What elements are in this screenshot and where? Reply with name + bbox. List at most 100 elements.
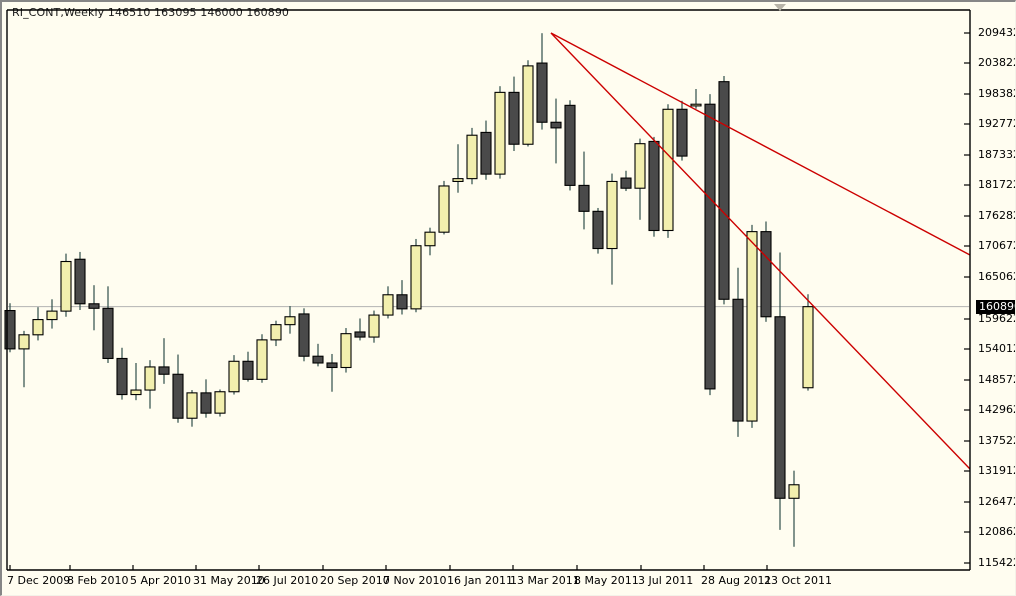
- candlestick: [760, 221, 772, 322]
- current-price-tag: 160890: [976, 299, 1015, 314]
- candlestick-series: [4, 33, 814, 547]
- x-axis-tick-label: 28 Aug 2011: [701, 574, 772, 587]
- x-axis-tick-label: 5 Apr 2010: [130, 574, 192, 587]
- y-axis-tick-label: 165062: [978, 270, 1016, 283]
- chart-header-label: RI_CONT,Weekly 146510 163095 146000 1608…: [12, 6, 290, 19]
- y-axis-tick-label: 126472: [978, 495, 1016, 508]
- x-axis-tick-label: 13 Mar 2011: [510, 574, 580, 587]
- candlestick: [494, 86, 506, 179]
- candlestick: [242, 351, 254, 382]
- candlestick: [228, 355, 240, 395]
- x-axis-tick-label: 7 Nov 2010: [383, 574, 447, 587]
- candlestick: [368, 310, 380, 343]
- axis-ticks-layer: [9, 32, 970, 570]
- candlestick: [606, 173, 618, 285]
- y-axis-tick-label: 181722: [978, 178, 1016, 191]
- candlestick: [144, 360, 156, 409]
- x-axis-tick-label: 20 Sep 2010: [320, 574, 390, 587]
- candlestick: [340, 328, 352, 373]
- y-axis-tick-label: 115422: [978, 556, 1016, 569]
- candlestick: [620, 170, 632, 192]
- candlestick: [32, 307, 44, 341]
- candlestick: [690, 88, 702, 109]
- candlestick: [186, 390, 198, 427]
- downtrend-line-upper[interactable]: [550, 32, 971, 256]
- candlestick: [508, 76, 520, 152]
- candlestick: [18, 330, 30, 388]
- candlestick: [74, 251, 86, 310]
- candlestick: [564, 100, 576, 191]
- x-axis-tick-label: 16 Jan 2011: [447, 574, 513, 587]
- candlestick: [480, 120, 492, 180]
- y-axis-tick-label: 120862: [978, 525, 1016, 538]
- candlestick: [802, 294, 814, 391]
- y-axis-tick-label: 170672: [978, 239, 1016, 252]
- candlestick: [410, 238, 422, 313]
- x-axis-tick-label: 23 Oct 2011: [764, 574, 833, 587]
- y-axis-tick-label: 159622: [978, 312, 1016, 325]
- y-axis-tick-label: 187332: [978, 148, 1016, 161]
- candlestick: [466, 127, 478, 185]
- candlestick: [704, 94, 716, 396]
- candlestick: [676, 100, 688, 161]
- y-axis-tick-label: 176282: [978, 209, 1016, 222]
- candlestick: [116, 347, 128, 400]
- candlestick: [326, 353, 338, 392]
- x-axis-tick-label: 8 May 2011: [574, 574, 639, 587]
- axis-lines-layer: [6, 9, 971, 571]
- candlestick: [60, 253, 72, 317]
- x-axis-tick-label: 8 Feb 2010: [67, 574, 129, 587]
- y-axis-tick-label: 131912: [978, 464, 1016, 477]
- chart-scroll-marker-icon[interactable]: [774, 4, 786, 11]
- candlestick: [312, 343, 324, 367]
- candlestick: [732, 267, 744, 437]
- x-axis-tick-label: 3 Jul 2011: [638, 574, 694, 587]
- x-axis-tick-label: 31 May 2010: [193, 574, 265, 587]
- y-axis-tick-label: 209432: [978, 26, 1016, 39]
- trendline-layer: [550, 32, 971, 470]
- candlestick: [102, 286, 114, 363]
- candlestick: [214, 389, 226, 417]
- y-axis-tick-label: 148572: [978, 373, 1016, 386]
- candlestick: [536, 33, 548, 130]
- candlestick: [648, 136, 660, 237]
- y-axis-tick-label: 142962: [978, 403, 1016, 416]
- candlestick: [130, 362, 142, 401]
- x-axis-tick-label: 7 Dec 2009: [7, 574, 71, 587]
- candlestick: [438, 180, 450, 235]
- candlestick: [4, 303, 16, 353]
- candlestick: [298, 308, 310, 362]
- candlestick: [746, 224, 758, 428]
- candlestick: [592, 207, 604, 254]
- candlestick: [354, 318, 366, 341]
- y-axis-tick-label: 198382: [978, 87, 1016, 100]
- candlestick: [718, 76, 730, 305]
- y-axis-tick-label: 203822: [978, 56, 1016, 69]
- candlestick: [550, 98, 562, 164]
- candlestick: [46, 299, 58, 329]
- candlestick: [396, 280, 408, 315]
- downtrend-line-lower[interactable]: [550, 32, 971, 470]
- candlestick: [200, 379, 212, 418]
- candlestick: [774, 252, 786, 530]
- candlestick: [270, 320, 282, 347]
- candlestick: [424, 227, 436, 256]
- candlestick: [284, 306, 296, 334]
- candlestick: [634, 138, 646, 220]
- candlestick: [788, 470, 800, 547]
- candlestick: [158, 338, 170, 384]
- y-axis-tick-label: 192772: [978, 117, 1016, 130]
- candlestick: [452, 144, 464, 193]
- candlestick: [88, 285, 100, 331]
- y-axis-tick-label: 154012: [978, 342, 1016, 355]
- candlestick: [256, 334, 268, 383]
- candlestick: [172, 354, 184, 423]
- candlestick: [522, 60, 534, 147]
- candlestick: [382, 286, 394, 319]
- candlestick: [662, 104, 674, 238]
- candlestick: [578, 151, 590, 230]
- y-axis-tick-label: 137522: [978, 434, 1016, 447]
